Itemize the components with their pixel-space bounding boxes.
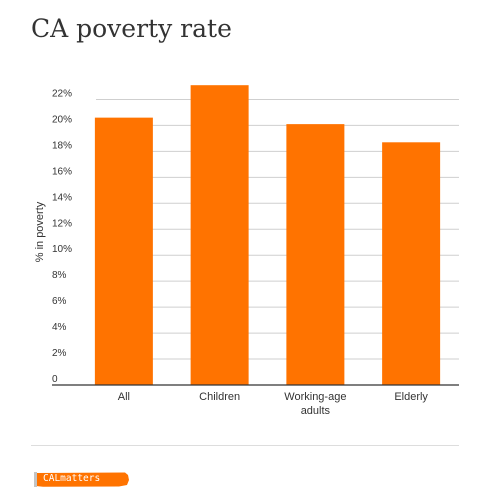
x-category-label: Children: [199, 391, 240, 403]
x-category-label: All: [118, 391, 130, 403]
bars: [94, 85, 441, 386]
y-tick-label: 2%: [52, 348, 67, 359]
y-tick-label: 18%: [52, 140, 72, 151]
y-tick-label: 22%: [52, 88, 72, 99]
y-tick-label: 16%: [52, 166, 72, 177]
footer-divider: [31, 445, 459, 446]
y-tick-label: 14%: [52, 192, 72, 203]
y-tick-label: 4%: [52, 322, 67, 333]
bar: [94, 117, 153, 385]
bar: [286, 124, 345, 386]
x-category-label: Working-age adults: [284, 391, 346, 417]
logo-text: CALmatters: [43, 473, 101, 484]
x-axis-categories: All Children Working-age adults Elderly: [118, 391, 429, 417]
bar-chart: 0 2% 4% 6% 8% 10% 12% 14% 16% 18% 20% 22% All Childr…: [34, 85, 459, 417]
bar: [190, 85, 249, 385]
y-tick-label: 6%: [52, 296, 67, 307]
chart-title: CA poverty rate: [31, 14, 232, 43]
y-tick-label: 0: [52, 374, 58, 385]
y-tick-label: 20%: [52, 114, 72, 125]
x-category-label: Elderly: [394, 391, 428, 403]
gridlines: [96, 98, 459, 360]
logo-brush-icon: [34, 472, 129, 487]
bar: [382, 142, 441, 385]
y-axis-title: % in poverty: [34, 201, 46, 262]
y-tick-label: 8%: [52, 270, 67, 281]
y-tick-label: 10%: [52, 244, 72, 255]
calmatters-logo[interactable]: CALmatters: [33, 471, 131, 488]
y-tick-label: 12%: [52, 218, 72, 229]
y-axis-ticks: 0 2% 4% 6% 8% 10% 12% 14% 16% 18% 20% 22%: [52, 88, 72, 385]
